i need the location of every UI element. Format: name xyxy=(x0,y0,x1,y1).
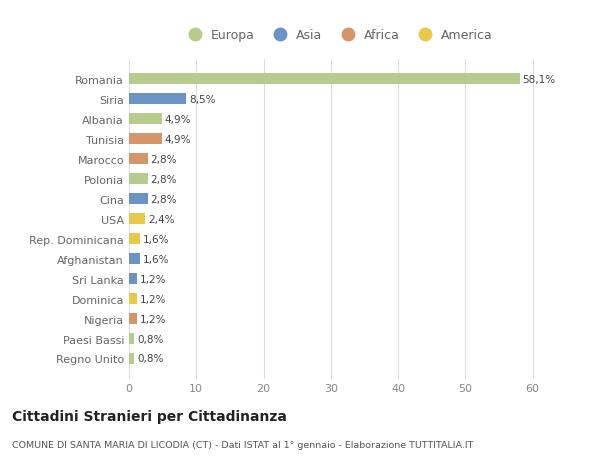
Text: 1,6%: 1,6% xyxy=(142,254,169,264)
Bar xyxy=(129,154,148,165)
Text: 4,9%: 4,9% xyxy=(164,115,191,124)
Text: 8,5%: 8,5% xyxy=(189,95,215,105)
Bar xyxy=(129,333,134,344)
Text: COMUNE DI SANTA MARIA DI LICODIA (CT) - Dati ISTAT al 1° gennaio - Elaborazione : COMUNE DI SANTA MARIA DI LICODIA (CT) - … xyxy=(12,441,473,449)
Text: 2,4%: 2,4% xyxy=(148,214,175,224)
Text: 2,8%: 2,8% xyxy=(151,154,177,164)
Bar xyxy=(129,194,148,205)
Text: 2,8%: 2,8% xyxy=(151,194,177,204)
Bar xyxy=(129,234,140,245)
Text: 4,9%: 4,9% xyxy=(164,134,191,145)
Bar xyxy=(129,214,145,224)
Bar xyxy=(129,313,137,325)
Bar xyxy=(129,253,140,264)
Bar xyxy=(129,94,186,105)
Legend: Europa, Asia, Africa, America: Europa, Asia, Africa, America xyxy=(178,24,497,47)
Text: 58,1%: 58,1% xyxy=(523,75,556,84)
Text: 0,8%: 0,8% xyxy=(137,354,163,364)
Text: 2,8%: 2,8% xyxy=(151,174,177,185)
Bar xyxy=(129,293,137,304)
Bar xyxy=(129,174,148,185)
Bar xyxy=(129,274,137,285)
Text: Cittadini Stranieri per Cittadinanza: Cittadini Stranieri per Cittadinanza xyxy=(12,409,287,423)
Text: 0,8%: 0,8% xyxy=(137,334,163,344)
Bar xyxy=(129,114,162,125)
Text: 1,2%: 1,2% xyxy=(140,294,166,304)
Bar xyxy=(129,74,520,85)
Text: 1,2%: 1,2% xyxy=(140,274,166,284)
Text: 1,6%: 1,6% xyxy=(142,234,169,244)
Text: 1,2%: 1,2% xyxy=(140,314,166,324)
Bar xyxy=(129,134,162,145)
Bar xyxy=(129,353,134,364)
